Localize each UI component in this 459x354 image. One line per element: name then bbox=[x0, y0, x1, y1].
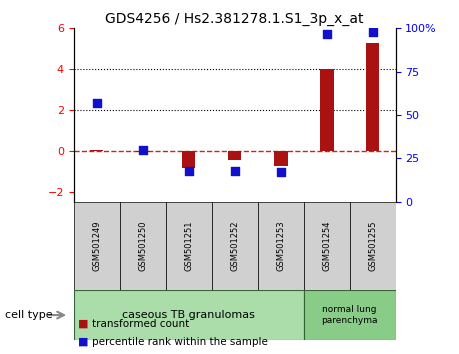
Bar bbox=[119, 202, 165, 290]
Point bbox=[185, 168, 192, 173]
Bar bbox=[211, 202, 257, 290]
Point bbox=[368, 29, 375, 35]
Point bbox=[230, 168, 238, 173]
Bar bbox=[90, 150, 103, 151]
Point bbox=[276, 170, 284, 175]
Point bbox=[322, 31, 330, 36]
Bar bbox=[181, 151, 195, 168]
Title: GDS4256 / Hs2.381278.1.S1_3p_x_at: GDS4256 / Hs2.381278.1.S1_3p_x_at bbox=[105, 12, 363, 26]
Text: ■: ■ bbox=[78, 337, 89, 347]
Point bbox=[139, 147, 146, 153]
Text: GSM501251: GSM501251 bbox=[184, 221, 193, 271]
Text: ■: ■ bbox=[78, 319, 89, 329]
Bar bbox=[227, 151, 241, 160]
Text: caseous TB granulomas: caseous TB granulomas bbox=[122, 310, 254, 320]
Text: transformed count: transformed count bbox=[92, 319, 189, 329]
Bar bbox=[257, 202, 303, 290]
Text: GSM501254: GSM501254 bbox=[321, 221, 330, 271]
Bar bbox=[273, 151, 287, 166]
Text: GSM501252: GSM501252 bbox=[230, 221, 239, 271]
Text: GSM501253: GSM501253 bbox=[275, 221, 285, 272]
Bar bbox=[319, 69, 333, 151]
Bar bbox=[73, 290, 303, 340]
Bar bbox=[349, 202, 395, 290]
Bar bbox=[303, 202, 349, 290]
Bar bbox=[73, 202, 119, 290]
Text: percentile rank within the sample: percentile rank within the sample bbox=[92, 337, 267, 347]
Text: normal lung
parenchyma: normal lung parenchyma bbox=[321, 306, 377, 325]
Text: cell type: cell type bbox=[5, 310, 52, 320]
Bar bbox=[165, 202, 211, 290]
Text: GSM501250: GSM501250 bbox=[138, 221, 147, 271]
Bar bbox=[365, 42, 379, 151]
Text: GSM501255: GSM501255 bbox=[367, 221, 376, 271]
Text: GSM501249: GSM501249 bbox=[92, 221, 101, 271]
Bar bbox=[303, 290, 395, 340]
Point bbox=[93, 100, 100, 106]
Bar bbox=[135, 151, 149, 152]
